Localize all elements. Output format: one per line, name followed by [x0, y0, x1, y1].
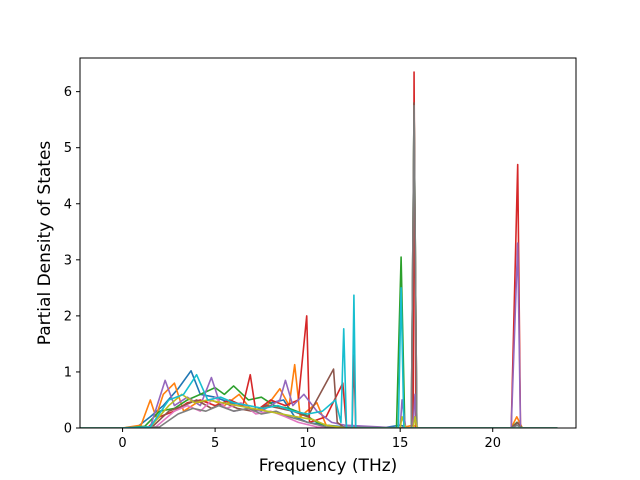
series-line-8 [80, 104, 558, 428]
x-tick-label: 15 [392, 436, 409, 451]
y-tick-label: 4 [64, 197, 72, 212]
y-tick-label: 0 [64, 422, 72, 437]
y-tick-label: 3 [64, 253, 72, 268]
x-axis-ticks: 0 5 10 15 20 [118, 428, 501, 451]
series-line-10 [80, 287, 558, 428]
y-axis-label: Partial Density of States [35, 141, 55, 346]
series-line-3 [80, 102, 558, 428]
x-axis-label: Frequency (THz) [259, 456, 398, 476]
x-tick-label: 0 [118, 436, 126, 451]
series-line-9 [80, 393, 558, 428]
series-line-6 [80, 102, 558, 428]
series-line-4 [80, 71, 558, 428]
y-axis-ticks: 0 1 2 3 4 5 6 [64, 85, 80, 437]
y-tick-label: 1 [64, 365, 72, 380]
y-tick-label: 2 [64, 309, 72, 324]
series-line-5 [80, 242, 558, 428]
series-layer [80, 71, 558, 428]
y-tick-label: 6 [64, 85, 72, 100]
x-tick-label: 5 [211, 436, 219, 451]
y-tick-label: 5 [64, 141, 72, 156]
x-tick-label: 20 [484, 436, 501, 451]
x-tick-label: 10 [299, 436, 316, 451]
plot-area-frame [79, 57, 577, 429]
